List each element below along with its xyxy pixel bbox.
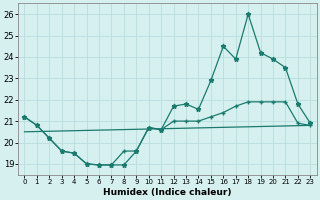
X-axis label: Humidex (Indice chaleur): Humidex (Indice chaleur) bbox=[103, 188, 232, 197]
